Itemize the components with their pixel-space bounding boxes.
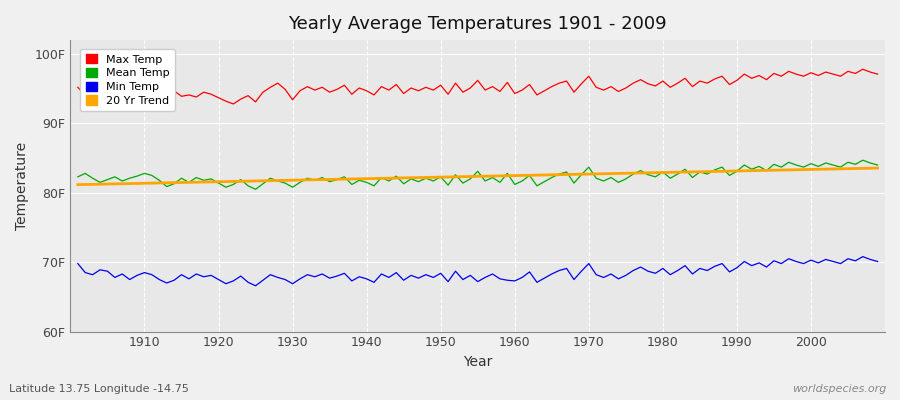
Legend: Max Temp, Mean Temp, Min Temp, 20 Yr Trend: Max Temp, Mean Temp, Min Temp, 20 Yr Tre…: [80, 48, 175, 112]
X-axis label: Year: Year: [463, 355, 492, 369]
Text: worldspecies.org: worldspecies.org: [792, 384, 886, 394]
Text: Latitude 13.75 Longitude -14.75: Latitude 13.75 Longitude -14.75: [9, 384, 189, 394]
Y-axis label: Temperature: Temperature: [15, 142, 29, 230]
Title: Yearly Average Temperatures 1901 - 2009: Yearly Average Temperatures 1901 - 2009: [288, 15, 667, 33]
